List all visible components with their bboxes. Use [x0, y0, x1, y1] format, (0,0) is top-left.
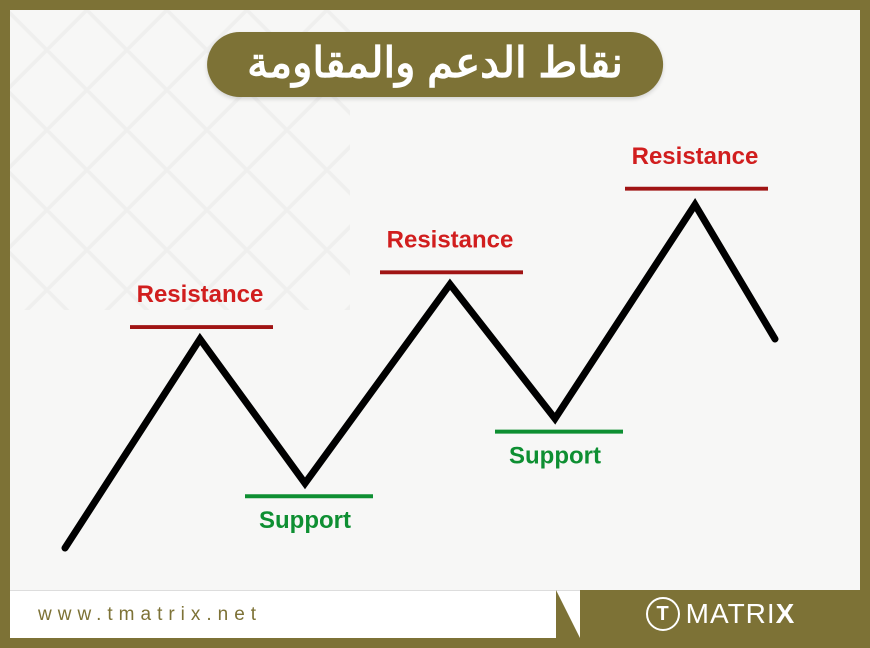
support-resistance-chart: Resistance Resistance Resistance Support Sup… [55, 120, 815, 558]
price-line [65, 205, 775, 548]
resistance-label-1: Resistance [387, 226, 514, 253]
logo-text-bold: X [776, 598, 795, 629]
card-frame: نقاط الدعم والمقاومة ResistanceResistanc… [0, 0, 870, 648]
resistance-label-2: Resistance [632, 143, 759, 170]
support-label-1: Support [509, 442, 601, 469]
chart-svg: Resistance Resistance Resistance Support Sup… [55, 120, 815, 558]
footer-logo-section: T MATRIX [580, 590, 860, 638]
footer-url: www.tmatrix.net [38, 604, 262, 626]
title-pill: نقاط الدعم والمقاومة [207, 32, 663, 97]
resistance-label-0: Resistance [137, 281, 264, 308]
title-text: نقاط الدعم والمقاومة [247, 39, 623, 86]
footer: www.tmatrix.net T MATRIX [10, 590, 860, 638]
support-label-0: Support [259, 507, 351, 534]
logo-text: MATRIX [686, 598, 795, 630]
logo-badge-icon: T [646, 597, 680, 631]
logo-text-prefix: MATRI [686, 598, 776, 629]
footer-url-section: www.tmatrix.net [10, 590, 580, 638]
